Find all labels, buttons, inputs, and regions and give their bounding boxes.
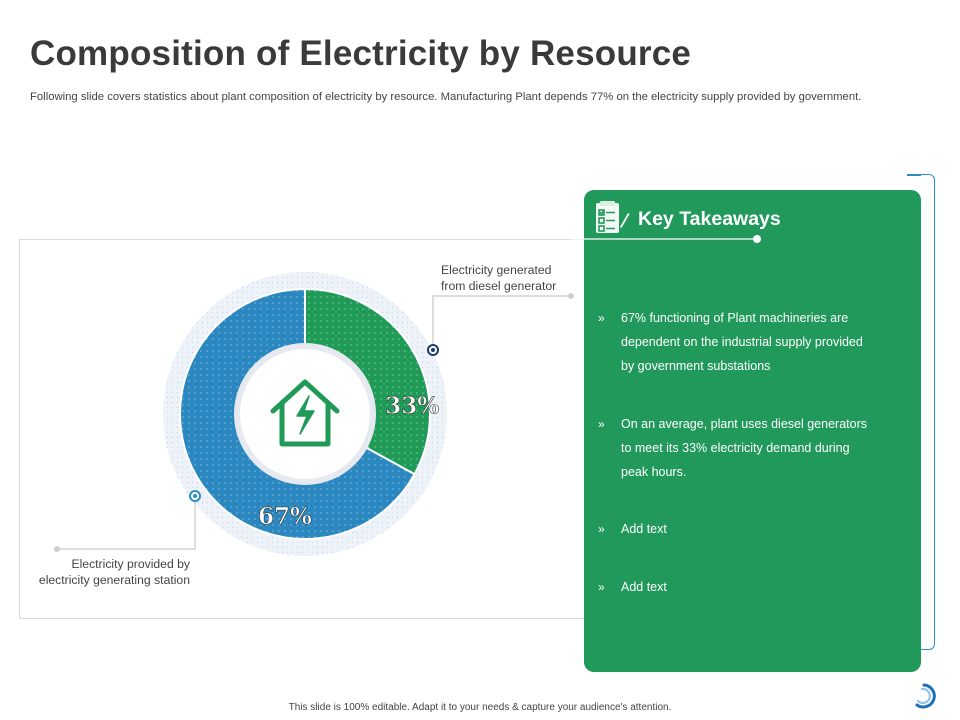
takeaway-2-line3: peak hours. <box>621 465 687 479</box>
footer-note: This slide is 100% editable. Adapt it to… <box>288 702 672 713</box>
callout-end-station <box>54 546 60 552</box>
takeaway-2-line2: to meet its 33% electricity demand durin… <box>621 441 850 455</box>
panel-outline-decoration <box>907 174 935 650</box>
brand-logo-icon <box>915 683 936 709</box>
callout-label-station-line1: Electricity provided by <box>71 557 190 571</box>
list-item: » 67% functioning of Plant machineries a… <box>598 306 898 378</box>
callout-label-diesel-line1: Electricity generated <box>441 263 552 277</box>
callout-label-station: Electricity provided by electricity gene… <box>24 556 190 588</box>
house-lightning-icon <box>270 379 340 447</box>
list-item: » Add text <box>598 517 898 541</box>
takeaway-3-line1: Add text <box>621 522 667 536</box>
callout-lines <box>57 295 571 550</box>
bullet-marker: » <box>598 580 605 594</box>
bullet-marker: » <box>598 522 605 536</box>
slice-generating-station-texture <box>180 289 415 539</box>
bullet-marker: » <box>598 311 605 325</box>
page-title: Composition of Electricity by Resource <box>30 34 692 73</box>
callout-label-diesel: Electricity generated from diesel genera… <box>441 262 556 294</box>
takeaway-1-line3: by government substations <box>621 359 771 373</box>
takeaway-4-line1: Add text <box>621 580 667 594</box>
takeaway-2-line1: On an average, plant uses diesel generat… <box>621 417 867 431</box>
heading-underline <box>570 235 761 243</box>
list-item: » Add text <box>598 575 898 599</box>
value-label-diesel: 33% <box>385 393 439 420</box>
takeaway-1-line2: dependent on the industrial supply provi… <box>621 335 863 349</box>
callout-marker-station-dot <box>193 494 197 498</box>
value-label-station: 67% <box>258 503 312 530</box>
key-takeaways-panel: Key Takeaways » 67% functioning of Plant… <box>570 190 921 672</box>
callout-label-diesel-line2: from diesel generator <box>441 279 557 293</box>
list-item: » On an average, plant uses diesel gener… <box>598 412 898 484</box>
bullet-marker: » <box>598 417 605 431</box>
callout-label-station-line2: electricity generating station <box>38 573 190 587</box>
checklist-icon <box>596 201 630 233</box>
page-subtitle: Following slide covers statistics about … <box>30 91 862 103</box>
key-takeaways-heading: Key Takeaways <box>638 208 781 230</box>
callout-marker-diesel-dot <box>431 348 435 352</box>
callout-end-diesel <box>568 293 574 299</box>
takeaway-1-line1: 67% functioning of Plant machineries are <box>621 311 849 325</box>
